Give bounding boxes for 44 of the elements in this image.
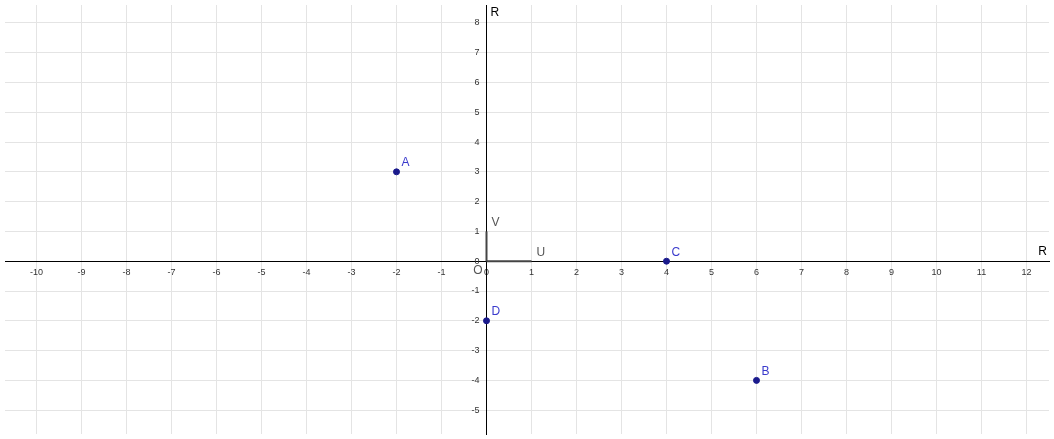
y-tick-label: 3 <box>474 166 480 177</box>
x-tick-label: -9 <box>77 267 86 278</box>
series-label: C <box>671 244 681 259</box>
series-label: V <box>491 214 500 229</box>
y-tick-label: -2 <box>471 315 480 326</box>
y-tick-label: 5 <box>474 106 480 117</box>
x-tick-label: 2 <box>573 267 580 278</box>
y-tick-label: -3 <box>471 345 480 356</box>
x-tick-label: 10 <box>931 267 942 278</box>
x-tick-label: 5 <box>708 267 715 278</box>
y-tick-label: 4 <box>474 136 480 147</box>
x-tick-label: -5 <box>257 267 266 278</box>
x-tick-label: -10 <box>29 267 44 278</box>
x-tick-label: -1 <box>437 267 446 278</box>
x-tick-label: -7 <box>167 267 176 278</box>
series-label: D <box>491 304 501 319</box>
series-label: B <box>761 363 770 378</box>
x-tick-label: 6 <box>753 267 760 278</box>
y-tick-label: 8 <box>474 17 480 28</box>
x-tick-label: -3 <box>347 267 356 278</box>
x-tick-label: 11 <box>976 267 987 278</box>
x-axis-title: R <box>1038 243 1048 258</box>
series-label: A <box>401 155 410 170</box>
x-tick-label: 7 <box>798 267 805 278</box>
x-tick-label: 1 <box>528 267 535 278</box>
x-tick-label: 12 <box>1021 267 1032 278</box>
y-tick-label: -4 <box>471 374 480 385</box>
y-tick-label: 7 <box>474 47 480 58</box>
y-tick-label: 0 <box>474 255 480 266</box>
x-tick-label: -6 <box>212 267 221 278</box>
y-tick-label: 2 <box>474 196 480 207</box>
x-tick-label: -8 <box>122 267 131 278</box>
x-tick-label: 4 <box>663 267 670 278</box>
y-tick-label: -1 <box>471 285 480 296</box>
x-tick-label: -2 <box>392 267 401 278</box>
y-axis-title: R <box>490 5 500 20</box>
series-label: U <box>536 244 546 259</box>
x-tick-label: 9 <box>888 267 895 278</box>
y-tick-label: 6 <box>474 76 480 87</box>
y-tick-label: -5 <box>471 404 480 415</box>
x-tick-label: 3 <box>618 267 625 278</box>
x-tick-label: -4 <box>302 267 311 278</box>
x-tick-label: 8 <box>843 267 850 278</box>
y-tick-label: 1 <box>474 225 480 236</box>
